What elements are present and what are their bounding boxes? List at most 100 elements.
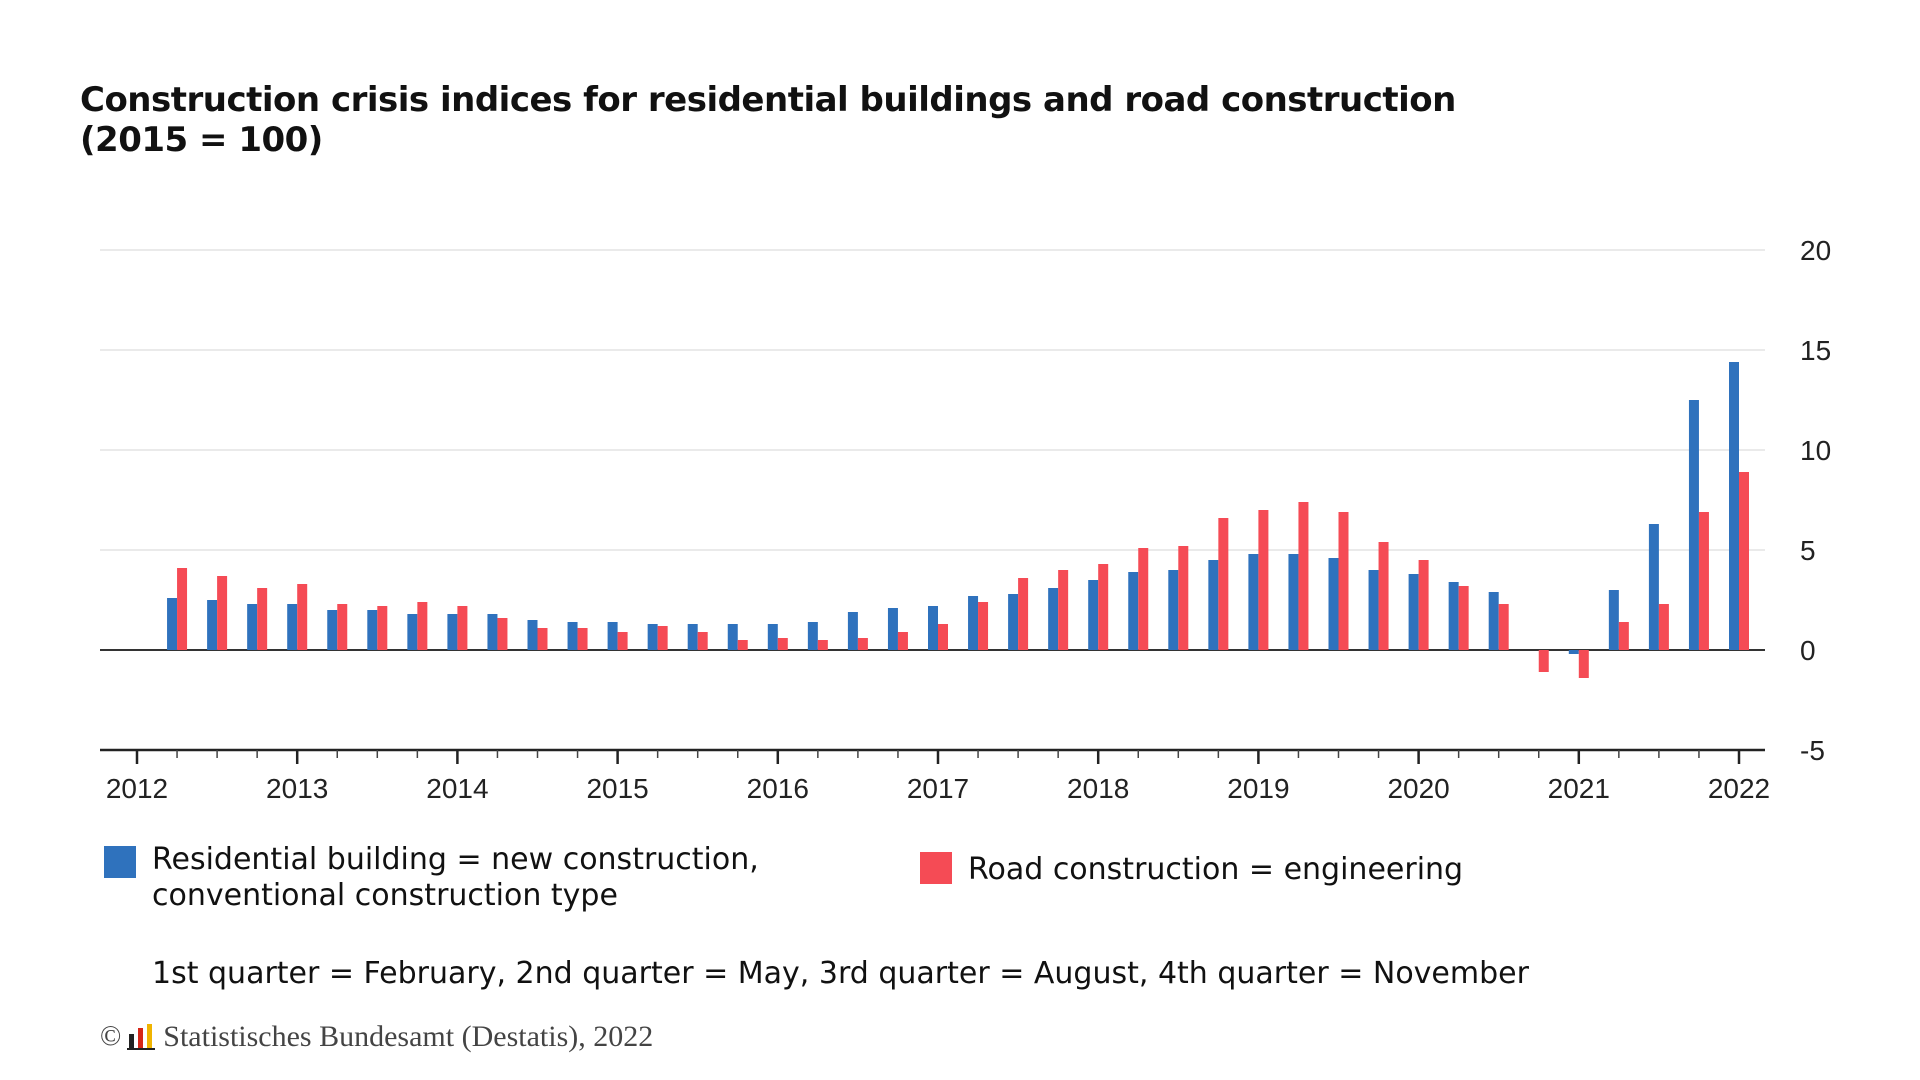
- bar-residential: [167, 598, 178, 650]
- bar-road: [817, 640, 828, 650]
- x-tick-label: 2013: [266, 773, 328, 804]
- y-axis-tick-labels: 20 15 10 5 0 -5: [1800, 235, 1831, 766]
- bar-road: [617, 632, 628, 650]
- bar-road: [857, 638, 868, 650]
- bar-road: [257, 588, 268, 650]
- source-text: Statistisches Bundesamt (Destatis), 2022: [163, 1020, 654, 1053]
- x-tick-label: 2016: [747, 773, 809, 804]
- bar-road: [417, 602, 428, 650]
- bar-residential: [1328, 558, 1339, 650]
- y-tick-label: 0: [1800, 635, 1816, 666]
- bar-residential: [968, 596, 979, 650]
- bar-road: [1538, 650, 1549, 672]
- bar-residential: [207, 600, 218, 650]
- bar-residential: [567, 622, 578, 650]
- bar-residential: [327, 610, 338, 650]
- x-axis-tick-labels: 2012 2013 2014 2015 2016 2017 2018 2019 2020 2021…: [106, 773, 1770, 804]
- bar-road: [177, 568, 188, 650]
- bar-residential: [527, 620, 538, 650]
- bar-residential: [1448, 582, 1459, 650]
- legend-label-residential: Residential building = new construction,…: [152, 842, 759, 913]
- bar-residential: [407, 614, 418, 650]
- x-tick-label: 2019: [1227, 773, 1289, 804]
- bar-residential: [1128, 572, 1139, 650]
- bar-residential: [1008, 594, 1019, 650]
- bar-road: [1138, 548, 1149, 650]
- bar-road: [1698, 512, 1709, 650]
- bar-road: [337, 604, 348, 650]
- bar-residential: [247, 604, 258, 650]
- bar-residential: [1208, 560, 1219, 650]
- bar-residential: [1168, 570, 1179, 650]
- quarter-footnote: 1st quarter = February, 2nd quarter = Ma…: [152, 956, 1529, 991]
- copyright-symbol: ©: [100, 1021, 122, 1052]
- bar-road: [938, 624, 948, 650]
- bar-road: [1258, 510, 1269, 650]
- bar-road: [1218, 518, 1229, 650]
- bar-road: [457, 606, 468, 650]
- bar-road: [1058, 570, 1069, 650]
- bar-road: [1418, 560, 1429, 650]
- legend-swatch-residential: [104, 846, 136, 878]
- bar-road: [577, 628, 588, 650]
- bar-road: [1458, 586, 1469, 650]
- bar-residential: [287, 604, 298, 650]
- legend-item-road: Road construction = engineering: [920, 852, 1463, 888]
- x-tick-label: 2012: [106, 773, 168, 804]
- bar-road: [1618, 622, 1629, 650]
- bar-residential: [1048, 588, 1059, 650]
- bar-road: [1378, 542, 1389, 650]
- bar-residential: [367, 610, 378, 650]
- bar-residential: [1729, 362, 1739, 650]
- y-tick-label: -5: [1800, 735, 1825, 766]
- x-tick-label: 2015: [586, 773, 648, 804]
- bar-residential: [447, 614, 458, 650]
- bar-residential: [1608, 590, 1619, 650]
- bar-road: [1578, 650, 1589, 678]
- x-tick-label: 2021: [1548, 773, 1610, 804]
- y-tick-label: 15: [1800, 335, 1831, 366]
- x-tick-label: 2022: [1708, 773, 1770, 804]
- bars: [167, 362, 1749, 678]
- legend-item-residential: Residential building = new construction,…: [104, 842, 759, 914]
- bar-road: [217, 576, 228, 650]
- bar-residential: [607, 622, 618, 650]
- legend-label-road: Road construction = engineering: [968, 852, 1464, 887]
- x-tick-label: 2014: [426, 773, 488, 804]
- bar-residential: [687, 624, 698, 650]
- bar-road: [897, 632, 908, 650]
- bar-residential: [727, 624, 738, 650]
- bar-residential: [1248, 554, 1259, 650]
- bar-road: [1098, 564, 1109, 650]
- bar-road: [1018, 578, 1029, 650]
- bar-road: [1338, 512, 1349, 650]
- y-tick-label: 20: [1800, 235, 1831, 266]
- bar-residential: [767, 624, 778, 650]
- bar-residential: [487, 614, 498, 650]
- bar-residential: [847, 612, 858, 650]
- bar-road: [1298, 502, 1309, 650]
- legend-swatch-road: [920, 852, 952, 884]
- x-axis: [100, 748, 1765, 764]
- y-tick-label: 10: [1800, 435, 1831, 466]
- bar-residential: [647, 624, 658, 650]
- bar-road: [297, 584, 308, 650]
- destatis-logo-icon: [127, 1024, 156, 1050]
- chart-title-line1: Construction crisis indices for resident…: [80, 80, 1456, 120]
- bar-residential: [928, 606, 938, 650]
- bar-residential: [1368, 570, 1379, 650]
- chart-title: Construction crisis indices for resident…: [80, 80, 1580, 160]
- chart-title-line2: (2015 = 100): [80, 120, 323, 160]
- bar-road: [657, 626, 668, 650]
- bar-road: [1178, 546, 1189, 650]
- bar-road: [497, 618, 508, 650]
- gridlines: [100, 249, 1765, 651]
- bar-residential: [807, 622, 818, 650]
- bar-road: [1498, 604, 1509, 650]
- bar-residential: [1688, 400, 1699, 650]
- bar-road: [697, 632, 708, 650]
- bar-residential: [887, 608, 898, 650]
- bar-road: [737, 640, 748, 650]
- bar-residential: [1488, 592, 1499, 650]
